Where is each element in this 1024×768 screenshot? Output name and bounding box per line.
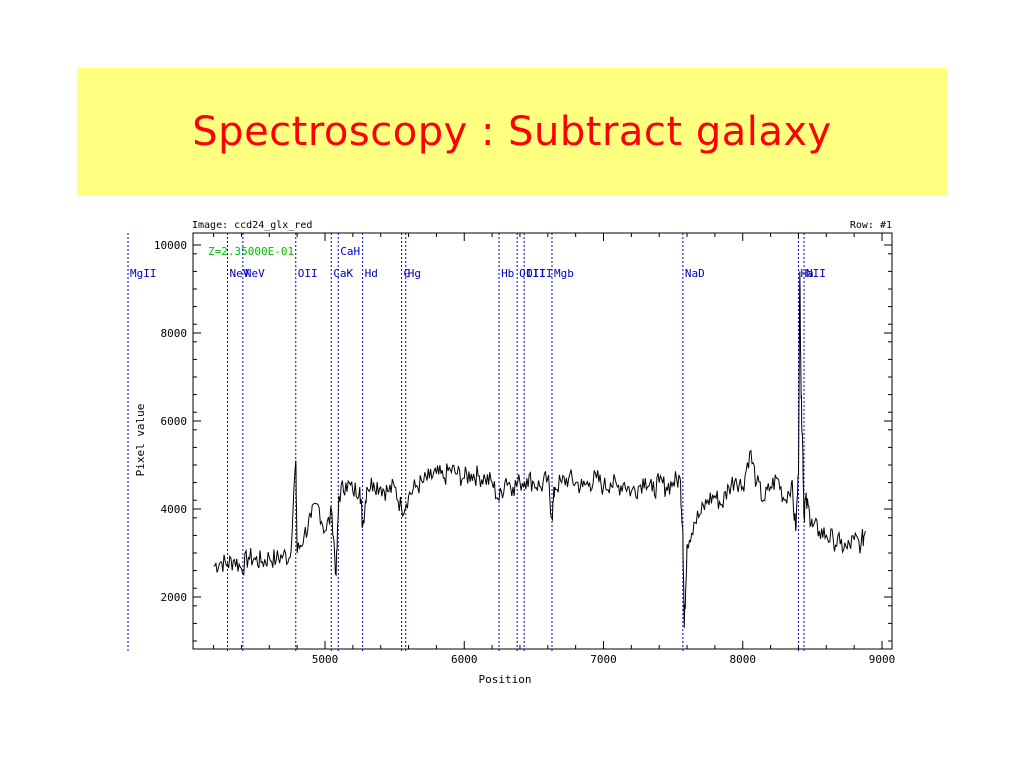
x-tick-label: 9000 bbox=[869, 653, 896, 666]
spectral-line-label: CaH bbox=[340, 245, 360, 258]
spectral-line-label: CaK bbox=[333, 267, 353, 280]
spectral-line-label: Hb bbox=[501, 267, 514, 280]
spectral-line-label: NeV bbox=[245, 267, 265, 280]
x-tick-label: 8000 bbox=[730, 653, 757, 666]
y-tick-label: 4000 bbox=[161, 503, 188, 516]
x-axis-label: Position bbox=[479, 673, 532, 686]
y-tick-label: 6000 bbox=[161, 415, 188, 428]
spectral-line-label: OIII bbox=[519, 267, 546, 280]
slide-title: Spectroscopy : Subtract galaxy bbox=[192, 108, 832, 155]
y-tick-label: 8000 bbox=[161, 327, 188, 340]
spectrum-plot-svg: Image: ccd24_glx_red Row: #1 Position Pi… bbox=[127, 220, 896, 686]
spectral-line-label: NaD bbox=[685, 267, 705, 280]
spectral-line-label: G bbox=[404, 267, 411, 280]
x-tick-label: 7000 bbox=[590, 653, 617, 666]
plot-frame bbox=[192, 232, 893, 650]
redshift-label: Z=2.35000E-01 bbox=[208, 245, 294, 258]
spectral-line-label: OIII bbox=[526, 267, 553, 280]
spectrum-line bbox=[213, 271, 866, 628]
spectrum-plot: Image: ccd24_glx_red Row: #1 Position Pi… bbox=[120, 215, 900, 695]
y-axis-label: Pixel value bbox=[134, 404, 147, 477]
y-tick-label: 10000 bbox=[154, 239, 187, 252]
spectral-line-label: Hg bbox=[408, 267, 421, 280]
spectral-line-label: NII bbox=[806, 267, 826, 280]
x-tick-label: 6000 bbox=[451, 653, 478, 666]
spectral-line-label: Mgb bbox=[554, 267, 574, 280]
title-banner: Spectroscopy : Subtract galaxy bbox=[77, 68, 947, 195]
row-label: Row: #1 bbox=[850, 220, 892, 231]
spectral-line-label: MgII bbox=[130, 267, 157, 280]
y-tick-label: 2000 bbox=[161, 591, 188, 604]
spectral-line-label: NeV bbox=[230, 267, 250, 280]
spectral-line-label: OII bbox=[298, 267, 318, 280]
image-label: Image: ccd24_glx_red bbox=[192, 220, 312, 231]
x-tick-label: 5000 bbox=[312, 653, 339, 666]
spectral-line-label: Hd bbox=[365, 267, 378, 280]
